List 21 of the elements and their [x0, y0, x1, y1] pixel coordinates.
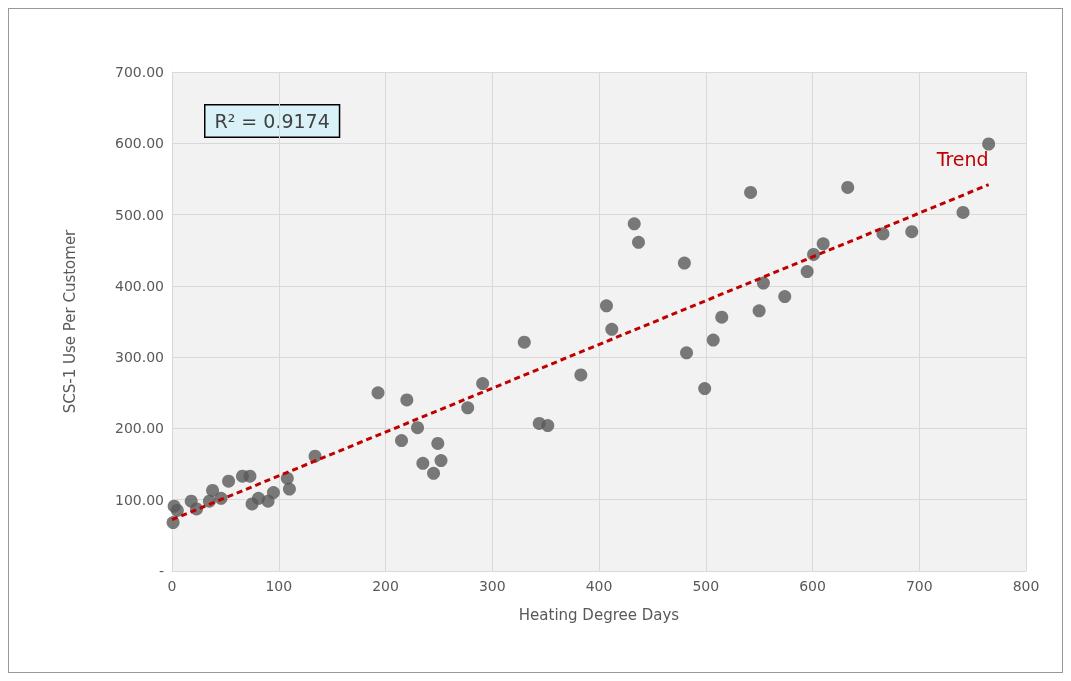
y-axis-title: SCS-1 Use Per Customer	[60, 228, 79, 414]
y-tick-label: 600.00	[115, 135, 164, 152]
y-tick-label: 500.00	[115, 206, 164, 223]
y-tick-label: 700.00	[115, 64, 164, 80]
series-label: Trend	[935, 147, 989, 170]
x-tick-label: 400	[585, 578, 613, 594]
x-tick-label: 100	[265, 578, 293, 594]
x-tick-label: 800	[1012, 578, 1040, 594]
y-tick-label: -	[158, 563, 164, 579]
x-tick-label: 0	[167, 578, 177, 594]
x-tick-label: 300	[478, 578, 506, 594]
annotation: R² = 0.9174	[214, 110, 330, 132]
y-tick-label: 300.00	[115, 349, 164, 366]
x-tick-label: 500	[692, 578, 720, 594]
x-tick-label: 700	[905, 578, 933, 594]
x-tick-label: 200	[372, 578, 399, 594]
x-tick-label: 600	[799, 578, 826, 594]
x-axis-title: Heating Degree Days	[518, 605, 680, 624]
y-tick-label: 400.00	[115, 277, 164, 294]
y-tick-label: 200.00	[115, 420, 164, 437]
y-tick-label: 100.00	[115, 491, 164, 508]
